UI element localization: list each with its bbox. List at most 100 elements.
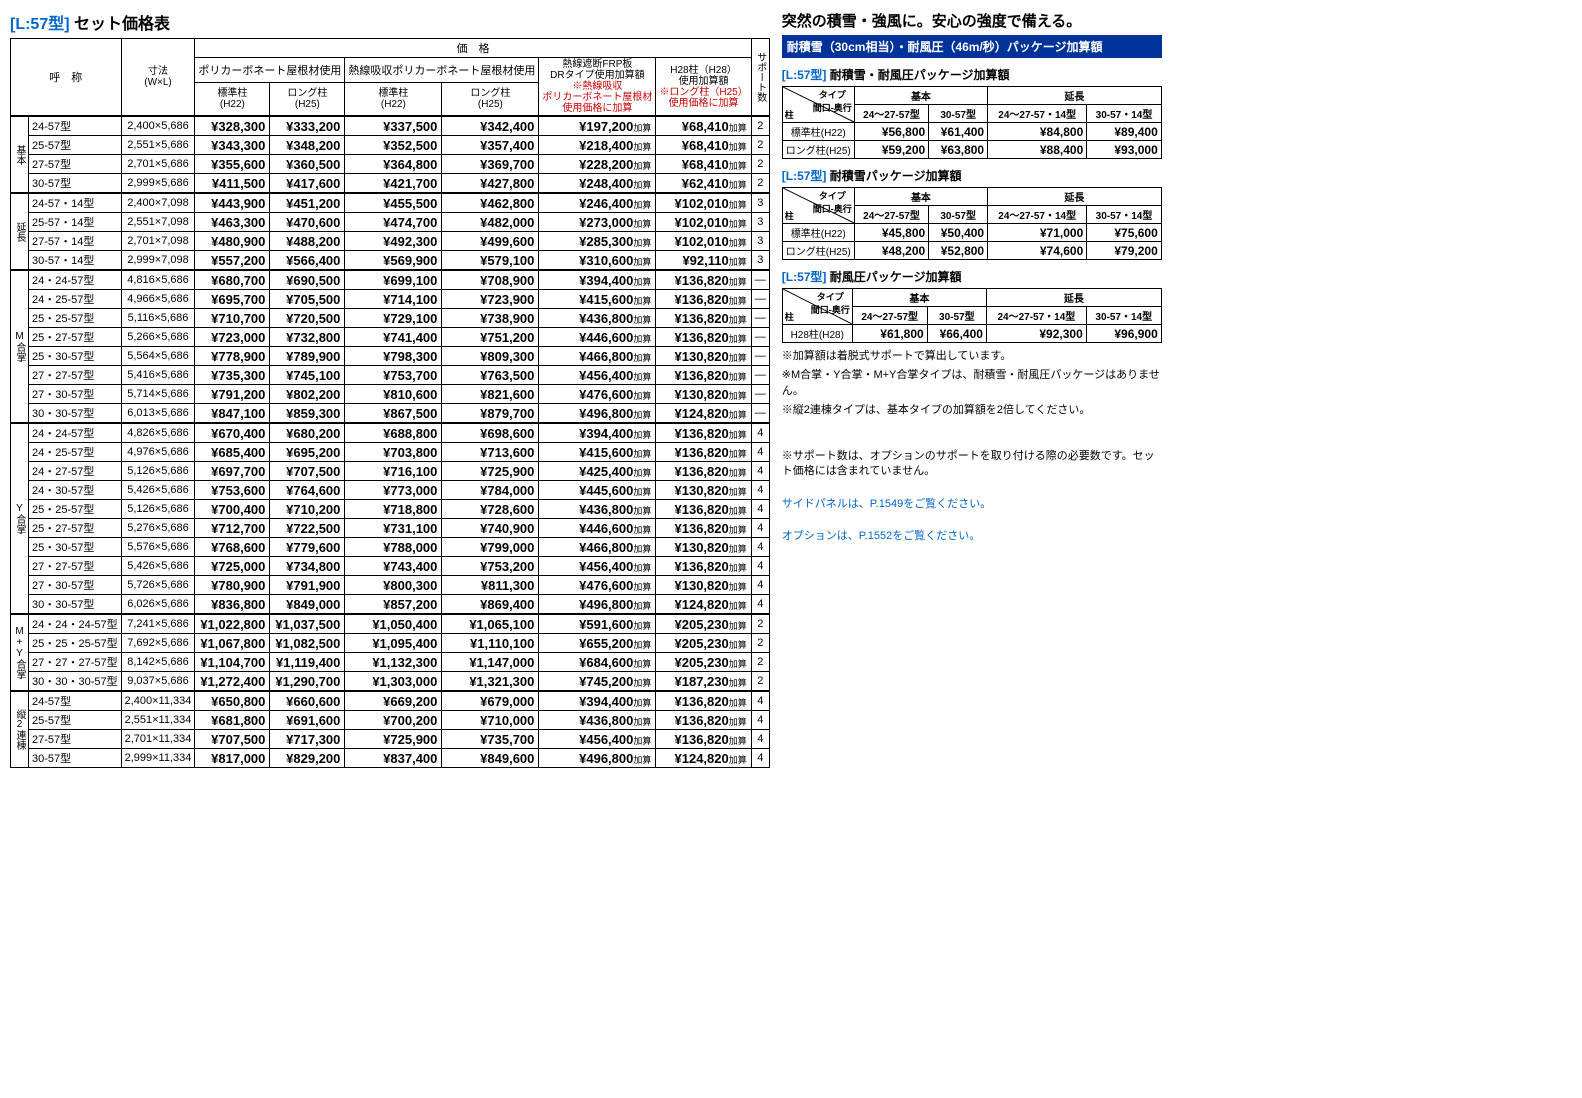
support-count: — — [751, 385, 769, 404]
price-cell: ¥1,321,300 — [442, 672, 539, 692]
dimension: 4,826×5,686 — [121, 423, 195, 443]
model-name: 25・27-57型 — [29, 328, 122, 347]
price-frp: ¥496,800 — [539, 595, 656, 615]
model-name: 27・27-57型 — [29, 366, 122, 385]
price-cell: ¥788,000 — [345, 538, 442, 557]
model-name: 25-57型 — [29, 711, 122, 730]
model-name: 27-57型 — [29, 730, 122, 749]
support-count: 3 — [751, 232, 769, 251]
support-count: 4 — [751, 691, 769, 711]
price-cell: ¥480,900 — [195, 232, 270, 251]
model-name: 27-57型 — [29, 155, 122, 174]
table-row: 24・30-57型5,426×5,686¥753,600¥764,600¥773… — [11, 481, 770, 500]
price-cell: ¥690,500 — [270, 270, 345, 290]
price-frp: ¥684,600 — [539, 653, 656, 672]
pkg-col: 30-57型 — [927, 307, 986, 325]
hdr-long2: ロング柱(H25) — [442, 82, 539, 116]
price-h28: ¥136,820 — [656, 423, 751, 443]
price-frp: ¥446,600 — [539, 519, 656, 538]
model-name: 24・27-57型 — [29, 462, 122, 481]
price-cell: ¥753,200 — [442, 557, 539, 576]
price-frp: ¥745,200 — [539, 672, 656, 692]
price-cell: ¥360,500 — [270, 155, 345, 174]
price-cell: ¥735,700 — [442, 730, 539, 749]
support-note: ※サポート数は、オプションのサポートを取り付ける際の必要数です。セット価格には含… — [782, 449, 1162, 480]
hdr-std1: 標準柱(H22) — [195, 82, 270, 116]
dimension: 7,692×5,686 — [121, 634, 195, 653]
table-row: 24・25-57型4,976×5,686¥685,400¥695,200¥703… — [11, 443, 770, 462]
pkg-row-label: ロング柱(H25) — [782, 242, 854, 260]
price-cell: ¥780,900 — [195, 576, 270, 595]
price-cell: ¥713,600 — [442, 443, 539, 462]
dimension: 2,400×7,098 — [121, 193, 195, 213]
price-h28: ¥205,230 — [656, 653, 751, 672]
pkg-title: [L:57型] 耐積雪パッケージ加算額 — [782, 167, 1162, 184]
model-name: 25・25-57型 — [29, 309, 122, 328]
pkg-price: ¥92,300 — [986, 325, 1086, 343]
model-name: 25・25・25-57型 — [29, 634, 122, 653]
dimension: 4,966×5,686 — [121, 290, 195, 309]
hdr-frp: 熱線遮断FRP板DRタイプ使用加算額※熱線吸収ポリカーボネート屋根材使用価格に加… — [539, 58, 656, 117]
table-row: 30-57・14型2,999×7,098¥557,200¥566,400¥569… — [11, 251, 770, 271]
price-cell: ¥723,000 — [195, 328, 270, 347]
price-cell: ¥768,600 — [195, 538, 270, 557]
price-cell: ¥720,500 — [270, 309, 345, 328]
table-row: 24・27-57型5,126×5,686¥697,700¥707,500¥716… — [11, 462, 770, 481]
price-frp: ¥496,800 — [539, 404, 656, 424]
model-name: 25・27-57型 — [29, 519, 122, 538]
dimension: 5,426×5,686 — [121, 481, 195, 500]
support-count: 2 — [751, 672, 769, 692]
pkg-price: ¥89,400 — [1087, 123, 1162, 141]
price-cell: ¥1,147,000 — [442, 653, 539, 672]
group-label: 延長 — [11, 193, 29, 270]
hdr-h28: H28柱（H28）使用加算額※ロング柱（H25）使用価格に加算 — [656, 58, 751, 117]
price-cell: ¥566,400 — [270, 251, 345, 271]
price-cell: ¥829,200 — [270, 749, 345, 768]
price-cell: ¥427,800 — [442, 174, 539, 194]
price-frp: ¥456,400 — [539, 730, 656, 749]
support-count: 3 — [751, 193, 769, 213]
diag-header: タイプ間口-奥行柱 — [782, 87, 854, 123]
pkg-price: ¥96,900 — [1086, 325, 1161, 343]
pkg-row: ロング柱(H25)¥48,200¥52,800¥74,600¥79,200 — [782, 242, 1161, 260]
group-label: 基本 — [11, 116, 29, 193]
dimension: 2,701×11,334 — [121, 730, 195, 749]
price-cell: ¥809,300 — [442, 347, 539, 366]
table-row: 30・30-57型6,026×5,686¥836,800¥849,000¥857… — [11, 595, 770, 615]
pkg-table: タイプ間口-奥行柱基本延長24～27-57型30-57型24～27-57・14型… — [782, 288, 1162, 343]
price-cell: ¥421,700 — [345, 174, 442, 194]
price-frp: ¥248,400 — [539, 174, 656, 194]
diag-header: タイプ間口-奥行柱 — [782, 289, 852, 325]
price-h28: ¥68,410 — [656, 116, 751, 136]
price-cell: ¥799,000 — [442, 538, 539, 557]
pkg-price: ¥93,000 — [1087, 141, 1162, 159]
pkg-col: 30-57型 — [929, 105, 988, 123]
pkg-price: ¥79,200 — [1087, 242, 1162, 260]
support-count: — — [751, 366, 769, 385]
price-frp: ¥445,600 — [539, 481, 656, 500]
price-cell: ¥837,400 — [345, 749, 442, 768]
col-ext: 延長 — [988, 188, 1162, 206]
price-cell: ¥847,100 — [195, 404, 270, 424]
pkg-price: ¥66,400 — [927, 325, 986, 343]
model-name: 27・30-57型 — [29, 576, 122, 595]
price-cell: ¥1,104,700 — [195, 653, 270, 672]
price-cell: ¥348,200 — [270, 136, 345, 155]
price-cell: ¥1,037,500 — [270, 614, 345, 634]
price-frp: ¥436,800 — [539, 711, 656, 730]
table-row: 27・27-57型5,416×5,686¥735,300¥745,100¥753… — [11, 366, 770, 385]
price-cell: ¥695,700 — [195, 290, 270, 309]
note: ※M合掌・Y合掌・M+Y合掌タイプは、耐積雪・耐風圧パッケージはありません。 — [782, 368, 1162, 399]
price-cell: ¥470,600 — [270, 213, 345, 232]
price-cell: ¥679,000 — [442, 691, 539, 711]
price-cell: ¥337,500 — [345, 116, 442, 136]
support-count: 3 — [751, 251, 769, 271]
price-h28: ¥130,820 — [656, 385, 751, 404]
price-cell: ¥725,900 — [345, 730, 442, 749]
model-name: 27・27-57型 — [29, 557, 122, 576]
price-cell: ¥499,600 — [442, 232, 539, 251]
pkg-row: 標準柱(H22)¥56,800¥61,400¥84,800¥89,400 — [782, 123, 1161, 141]
price-frp: ¥394,400 — [539, 691, 656, 711]
support-count: — — [751, 404, 769, 424]
pkg-col: 24～27-57型 — [854, 105, 928, 123]
